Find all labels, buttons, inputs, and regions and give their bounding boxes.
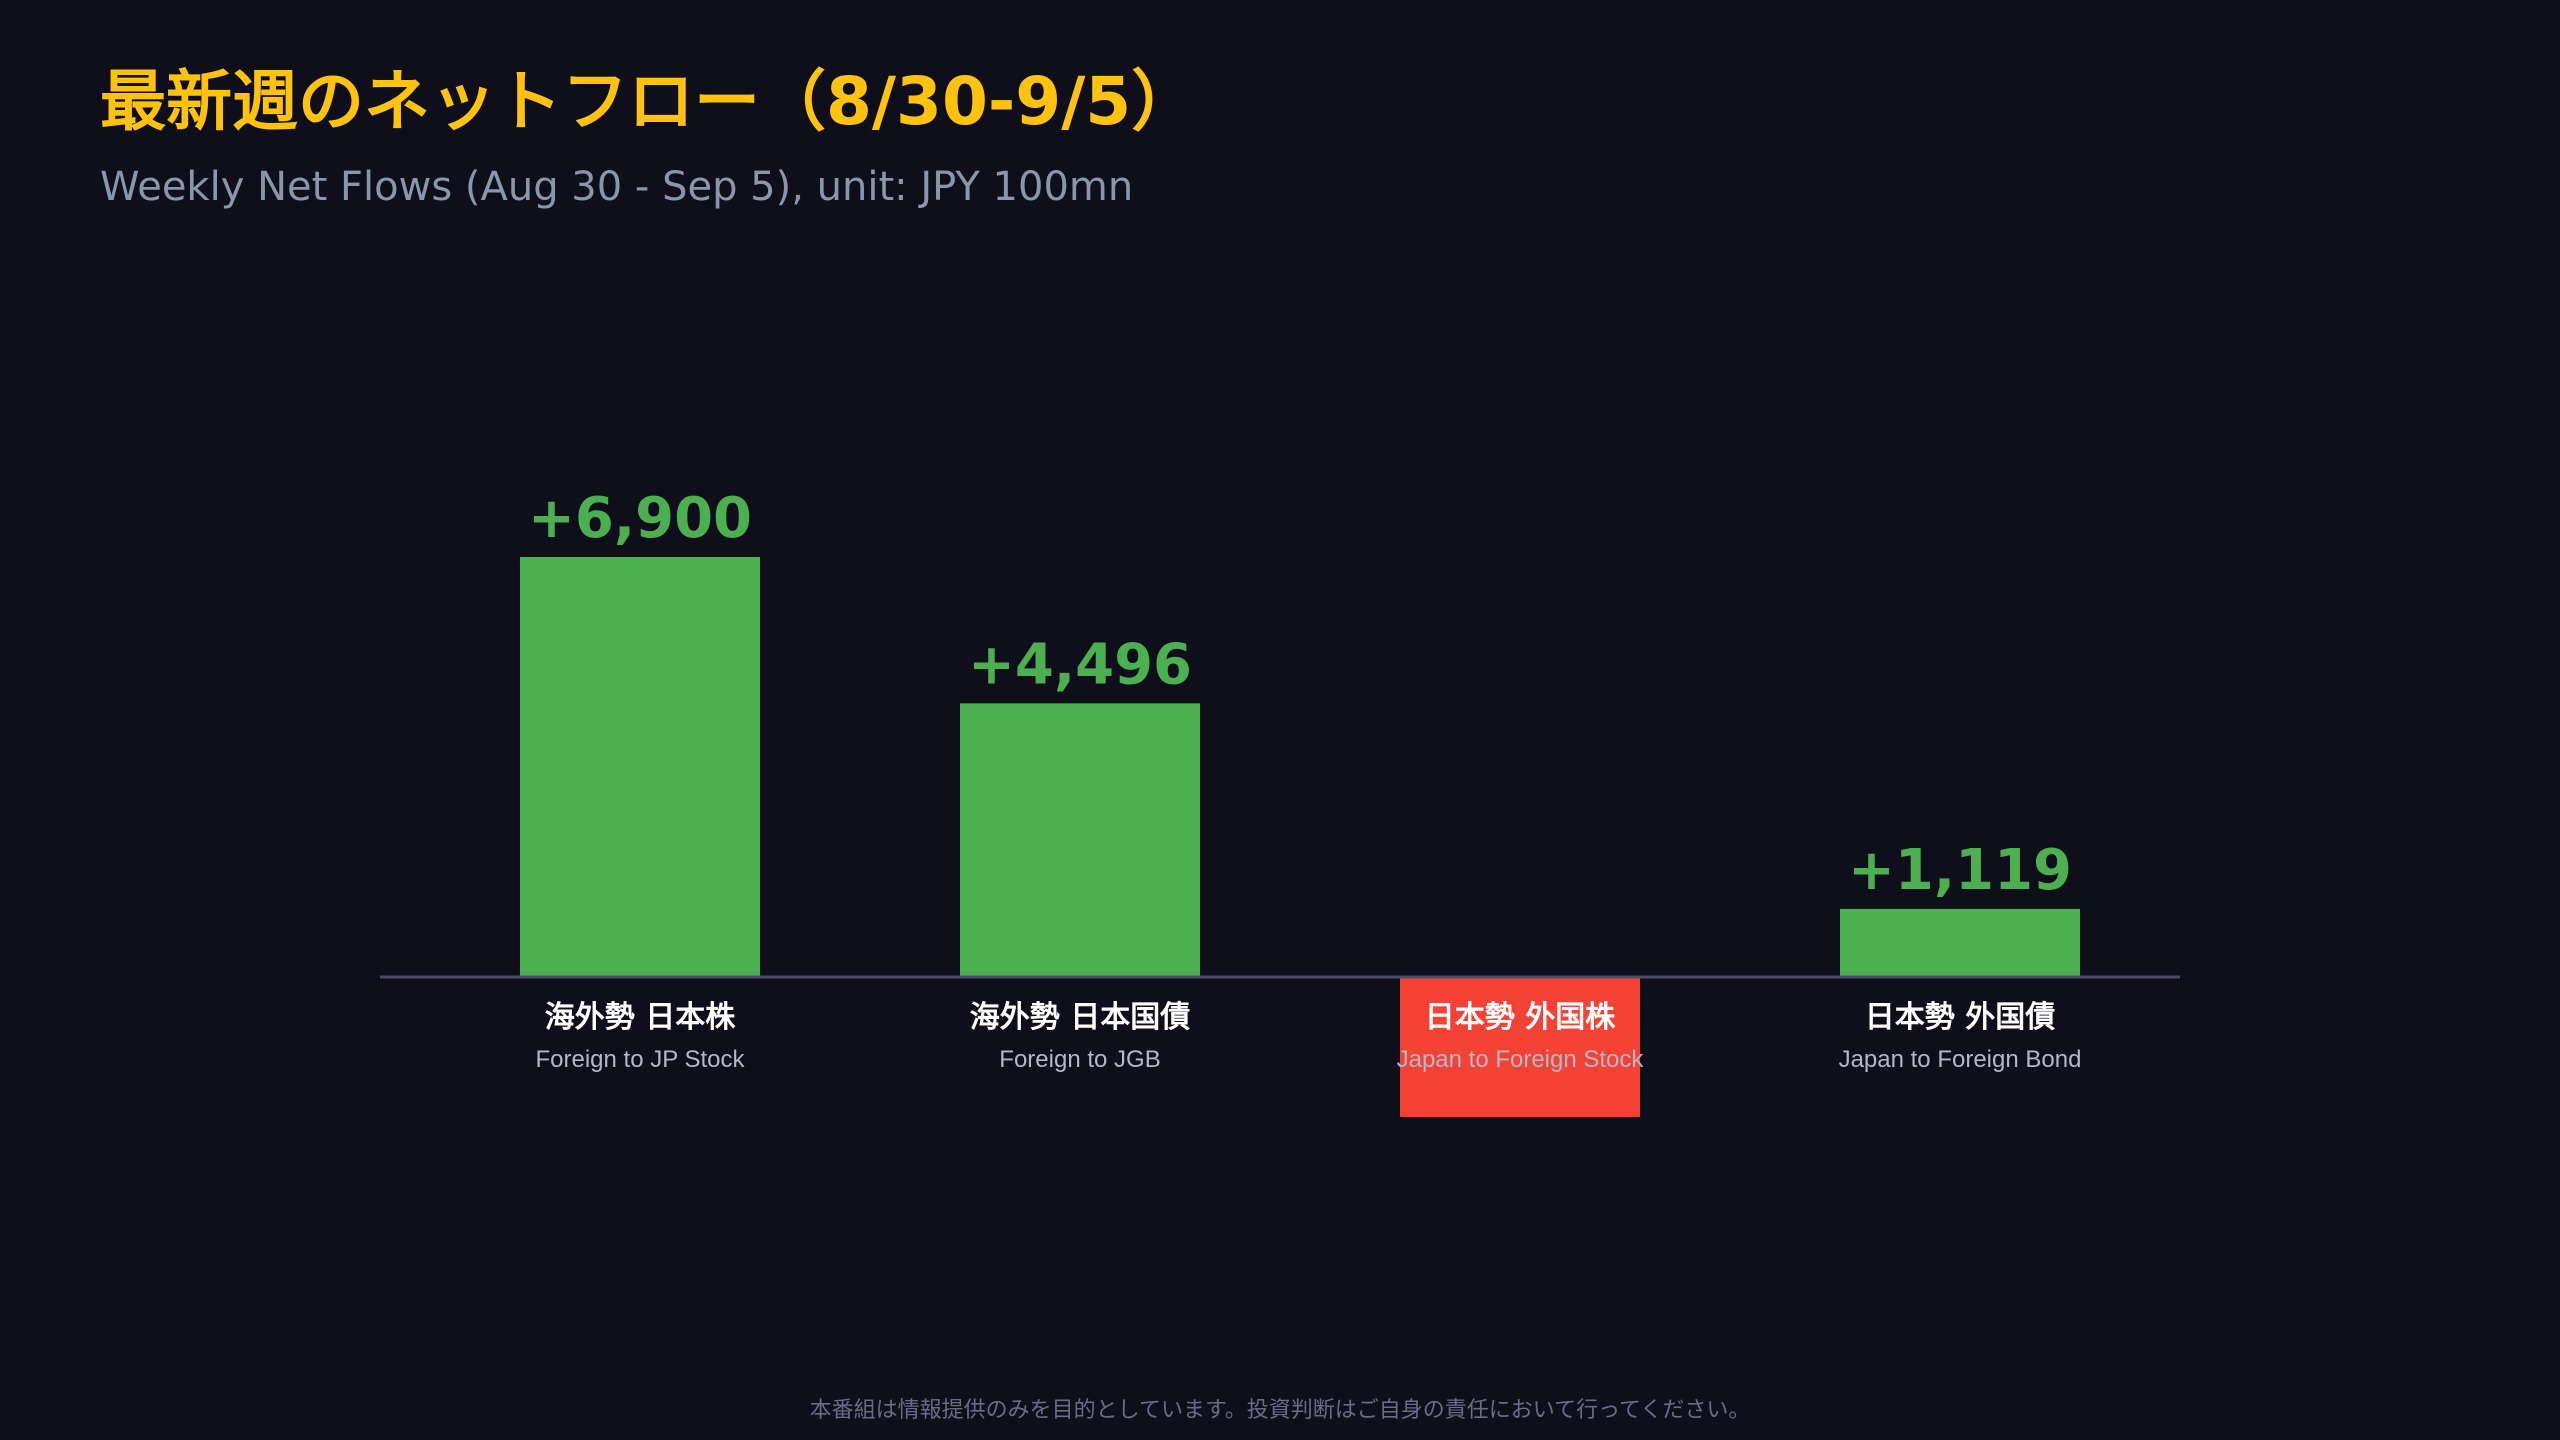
category-sublabel-2: Foreign to JGB xyxy=(999,1046,1160,1073)
bar-3 xyxy=(1400,977,1640,1117)
value-label-4: +1,119 xyxy=(1848,838,2072,903)
bar-4 xyxy=(1840,908,2080,977)
category-label-4: 日本勢 外国債 xyxy=(1865,1000,2055,1035)
disclaimer: 本番組は情報提供のみを目的としています。投資判断はご自身の責任において行ってくだ… xyxy=(809,1398,1751,1423)
value-label-2: +4,496 xyxy=(968,632,1192,697)
chart-title: 最新週のネットフロー（8/30-9/5） xyxy=(100,63,1198,140)
category-label-3: 日本勢 外国株 xyxy=(1425,1000,1616,1035)
chart-subtitle: Weekly Net Flows (Aug 30 - Sep 5), unit:… xyxy=(100,164,1134,210)
category-sublabel-1: Foreign to JP Stock xyxy=(536,1046,746,1073)
category-label-1: 海外勢 日本株 xyxy=(545,1000,736,1035)
bar-1 xyxy=(520,557,760,977)
bar-2 xyxy=(960,703,1200,977)
value-label-1: +6,900 xyxy=(528,486,752,551)
category-label-2: 海外勢 日本国債 xyxy=(970,1000,1190,1035)
category-sublabel-3: Japan to Foreign Stock xyxy=(1397,1046,1645,1073)
category-sublabel-4: Japan to Foreign Bond xyxy=(1839,1046,2082,1073)
